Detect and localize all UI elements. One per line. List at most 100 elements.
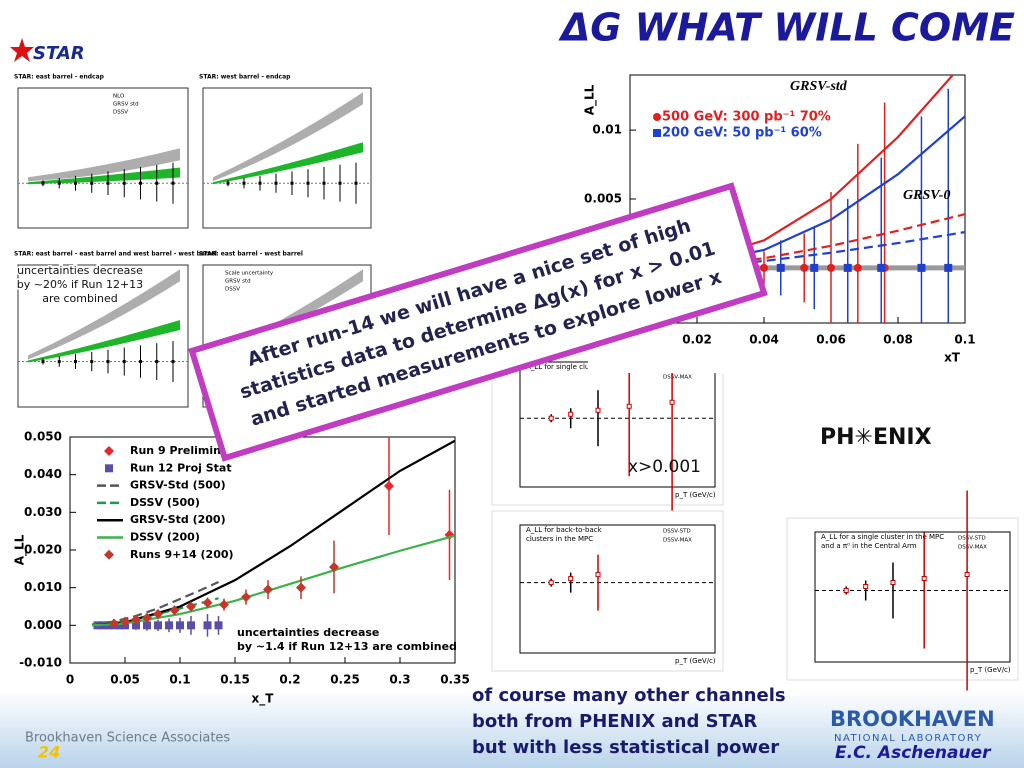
y-tick-label: 0.005: [584, 192, 622, 206]
legend-label: GRSV-Std (500): [130, 479, 226, 492]
panel-note: are combined: [42, 292, 118, 305]
panel-frame: [814, 531, 1011, 663]
point: [242, 181, 246, 185]
marker: [877, 263, 886, 272]
x-tick-label: 0.06: [816, 333, 846, 347]
marker: [853, 263, 862, 272]
phenix-logo: PH✳ENIX: [820, 425, 932, 450]
y-tick-label: 0.040: [24, 467, 62, 481]
x-tick-label: 0: [66, 673, 74, 687]
panel-title: and a π⁰ in the Central Arm: [821, 542, 917, 550]
gray-band: [28, 269, 180, 360]
x-tick-label: 0.2: [279, 673, 300, 687]
point: [90, 360, 94, 364]
gray-band: [213, 92, 363, 182]
x-tick-label: 0.04: [749, 333, 779, 347]
legend-label: GRSV-Std (200): [130, 513, 226, 526]
y-tick-label: 0.010: [24, 580, 62, 594]
panel-legend: DSSV-MAX: [663, 538, 692, 544]
plot-area: [91, 437, 455, 637]
x-tick-label: 0.1: [954, 333, 975, 347]
marker: [810, 263, 819, 272]
marker: [104, 549, 114, 560]
marker: [202, 597, 213, 608]
marker: [760, 263, 768, 272]
charts: STAR: east barrel - endcap NLO GRSV std DSS…: [5, 68, 1019, 707]
point: [171, 360, 175, 364]
marker: [827, 263, 835, 272]
point: [122, 181, 126, 185]
note-line: of course many other channels: [472, 685, 786, 706]
green-band: [213, 142, 363, 185]
panel-x-label: p_T (GeV/c): [675, 657, 716, 665]
panel-frame: [519, 524, 716, 654]
note: of course many other channels both from P…: [472, 685, 786, 758]
marker: [653, 113, 661, 121]
legend-label: Run 9 Preliminary: [130, 444, 241, 457]
point: [41, 181, 45, 185]
marker: [776, 263, 785, 272]
slide-title: ΔG WHAT WILL COME: [558, 6, 1015, 50]
panel-legend: DSSV: [225, 287, 240, 293]
point: [669, 399, 675, 405]
panel-legend: GRSV std: [113, 102, 139, 108]
marker: [131, 614, 141, 625]
point: [274, 181, 278, 185]
point: [41, 360, 45, 364]
panel-title: A_LL for single clusters in the MPC: [526, 363, 646, 371]
author: E.C. Aschenauer: [835, 743, 992, 763]
green-band: [28, 320, 180, 363]
panel-legend: DSSV-MAX: [663, 375, 692, 381]
marker: [153, 609, 163, 620]
y-tick-label: 0.020: [24, 543, 62, 557]
x-axis-label: xT: [944, 351, 961, 365]
annotation: uncertainties decrease: [237, 626, 379, 639]
y-tick-label: -0.010: [19, 656, 62, 670]
point: [122, 360, 126, 364]
marker: [263, 584, 273, 595]
panel-note: uncertainties decrease: [17, 264, 143, 277]
curve-label: GRSV-std: [790, 79, 848, 94]
point: [595, 572, 601, 578]
point: [226, 181, 230, 185]
marker: [142, 612, 152, 623]
point: [106, 181, 110, 185]
legend-label: 200 GeV: 50 pb⁻¹ 60%: [662, 126, 822, 141]
marker: [109, 618, 119, 629]
point: [548, 580, 554, 586]
x-tick-label: 0.3: [389, 673, 410, 687]
panel-legend: GRSV std: [225, 279, 251, 285]
marker: [115, 621, 124, 630]
marker: [241, 592, 251, 603]
marker: [219, 599, 229, 610]
marker: [917, 263, 926, 272]
point: [139, 360, 142, 364]
panel-title: A_LL for back-to-back: [526, 526, 603, 534]
star-icon: [10, 38, 34, 62]
y-tick-label: 0.030: [24, 505, 62, 519]
legend-label: Run 12 Proj Stat: [130, 461, 232, 474]
y-axis-label: A_LL: [583, 84, 598, 115]
panel-legend: DSSV-STD: [663, 529, 691, 535]
x-axis-label: x_T: [252, 692, 275, 707]
marker: [104, 446, 114, 456]
gray-band: [28, 148, 180, 182]
marker: [329, 561, 339, 572]
point: [155, 181, 159, 185]
organization: Brookhaven Science Associates: [25, 731, 230, 746]
panel-legend: DSSV: [113, 110, 128, 116]
marker: [169, 605, 180, 616]
x-tick-label: 0.35: [440, 673, 470, 687]
point: [106, 360, 110, 364]
panel-legend: DSSV-MAX: [958, 545, 987, 551]
y-axis-label: A_LL: [13, 534, 28, 565]
point: [74, 360, 77, 364]
point: [863, 584, 869, 589]
marker: [944, 263, 953, 272]
x-tick-label: 0.25: [330, 673, 360, 687]
legend-label: Runs 9+14 (200): [130, 548, 234, 561]
point: [322, 181, 326, 185]
point: [74, 181, 77, 185]
panel-x-label: p_T (GeV/c): [970, 666, 1011, 674]
